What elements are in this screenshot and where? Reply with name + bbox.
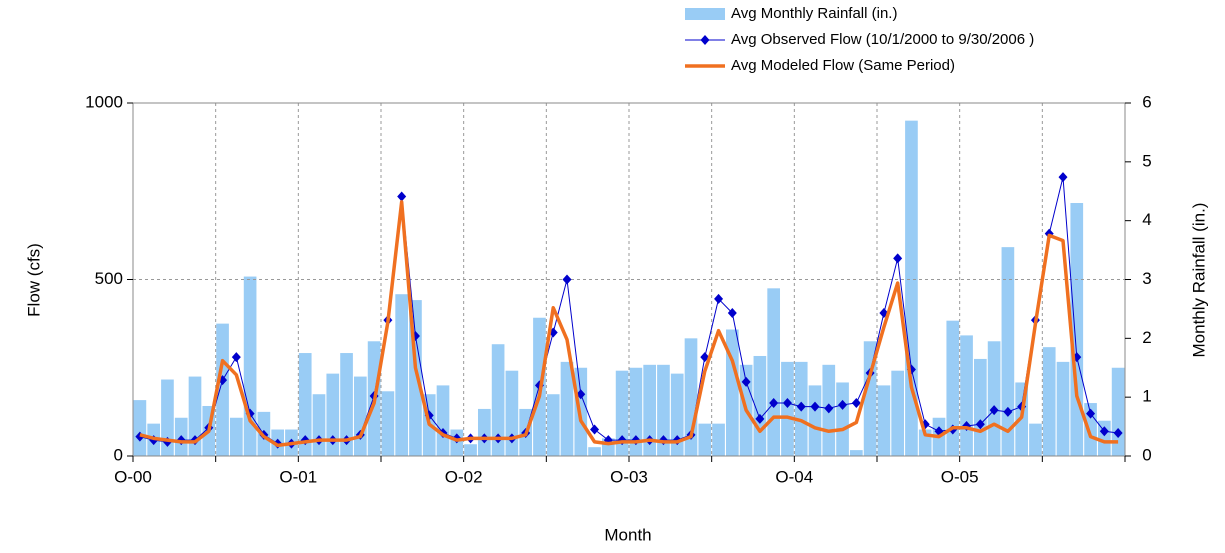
rain-bar bbox=[891, 370, 905, 456]
rain-bar bbox=[298, 353, 312, 456]
y-tick-label: 1000 bbox=[85, 92, 123, 111]
rain-bar bbox=[491, 344, 505, 456]
flow-marker bbox=[741, 376, 751, 387]
rain-bar bbox=[849, 450, 863, 456]
legend-label: Avg Modeled Flow (Same Period) bbox=[731, 57, 955, 74]
rain-bar bbox=[1001, 247, 1015, 456]
legend-swatch bbox=[685, 8, 725, 20]
flow-marker bbox=[727, 308, 737, 319]
rain-bar bbox=[161, 379, 174, 456]
x-tick-label: O-03 bbox=[610, 467, 648, 486]
rain-bar bbox=[712, 423, 725, 456]
flow-marker bbox=[576, 389, 586, 400]
rain-bar bbox=[436, 385, 450, 456]
rain-bar bbox=[1097, 420, 1111, 456]
y2-tick-label: 1 bbox=[1142, 387, 1151, 406]
x-tick-label: O-00 bbox=[114, 467, 152, 486]
rain-bar bbox=[781, 361, 794, 456]
flow-marker bbox=[397, 191, 407, 202]
rain-bar bbox=[725, 329, 739, 456]
rain-bar bbox=[588, 447, 601, 456]
rain-bar bbox=[836, 382, 849, 456]
flow-marker bbox=[769, 398, 779, 409]
rain-bar bbox=[546, 394, 560, 456]
rain-bar bbox=[643, 364, 657, 456]
rain-bar bbox=[381, 391, 395, 456]
y2-tick-label: 3 bbox=[1142, 269, 1151, 288]
flow-marker bbox=[824, 403, 834, 414]
y2-tick-label: 0 bbox=[1142, 445, 1151, 464]
flow-line bbox=[139, 200, 1119, 448]
flow-marker bbox=[755, 413, 765, 424]
flow-marker bbox=[851, 398, 861, 409]
x-tick-label: O-05 bbox=[941, 467, 979, 486]
x-axis-title: Month bbox=[604, 525, 651, 544]
y-tick-label: 0 bbox=[114, 445, 123, 464]
rain-bar bbox=[960, 335, 973, 456]
rain-bar bbox=[698, 423, 712, 456]
legend-marker bbox=[700, 35, 710, 45]
rain-bar bbox=[560, 361, 574, 456]
rain-bar bbox=[505, 370, 519, 456]
rain-bar bbox=[670, 373, 684, 456]
flow-marker bbox=[1058, 172, 1068, 183]
flow-marker bbox=[231, 352, 241, 363]
rain-bar bbox=[326, 373, 340, 456]
flow-marker bbox=[975, 419, 985, 430]
rain-bar bbox=[657, 364, 670, 456]
rain-bar bbox=[946, 320, 960, 456]
flow-marker bbox=[838, 399, 848, 410]
rain-bar bbox=[353, 376, 367, 456]
legend-label: Avg Monthly Rainfall (in.) bbox=[731, 5, 897, 22]
rain-bar bbox=[1070, 203, 1084, 456]
y2-tick-label: 4 bbox=[1142, 210, 1151, 229]
rain-bar bbox=[464, 444, 477, 456]
rain-bar bbox=[188, 376, 202, 456]
rain-bar bbox=[1084, 403, 1097, 456]
y-tick-label: 500 bbox=[95, 269, 123, 288]
rain-bar bbox=[216, 323, 229, 456]
rain-bar bbox=[877, 385, 891, 456]
rain-bar bbox=[973, 358, 987, 456]
rain-bar bbox=[229, 417, 243, 456]
flow-marker bbox=[562, 274, 572, 285]
flow-marker bbox=[1099, 426, 1109, 437]
flow-marker bbox=[1086, 408, 1096, 419]
rain-bar bbox=[767, 288, 781, 456]
x-tick-label: O-02 bbox=[445, 467, 483, 486]
flow-marker bbox=[782, 398, 792, 409]
rain-bar bbox=[395, 294, 409, 456]
flow-marker bbox=[1003, 406, 1013, 417]
rain-bar bbox=[477, 408, 491, 456]
y2-tick-label: 2 bbox=[1142, 328, 1151, 347]
flow-marker bbox=[590, 424, 600, 435]
flow-marker bbox=[714, 293, 724, 304]
flow-marker bbox=[810, 401, 820, 412]
rain-bar bbox=[340, 353, 353, 456]
rain-bar bbox=[1056, 361, 1070, 456]
y-axis-title: Flow (cfs) bbox=[24, 243, 43, 317]
rain-bar bbox=[808, 385, 822, 456]
rain-bar bbox=[753, 355, 767, 456]
rain-bar bbox=[615, 370, 629, 456]
flow-marker bbox=[989, 405, 999, 416]
x-tick-label: O-04 bbox=[775, 467, 813, 486]
rain-bar bbox=[629, 367, 643, 456]
rain-bar bbox=[987, 341, 1001, 456]
flow-marker bbox=[796, 401, 806, 412]
y2-axis-title: Monthly Rainfall (in.) bbox=[1189, 203, 1208, 358]
rain-bar bbox=[1042, 347, 1056, 456]
rain-bar bbox=[133, 400, 147, 456]
y2-tick-label: 6 bbox=[1142, 92, 1151, 111]
x-tick-label: O-01 bbox=[279, 467, 317, 486]
y2-tick-label: 5 bbox=[1142, 151, 1151, 170]
rain-bar bbox=[243, 276, 257, 456]
rain-bar bbox=[312, 394, 326, 456]
flow-marker bbox=[893, 253, 903, 264]
rain-bar bbox=[1029, 423, 1042, 456]
legend-label: Avg Observed Flow (10/1/2000 to 9/30/200… bbox=[731, 31, 1034, 48]
flow-marker bbox=[1113, 428, 1123, 439]
